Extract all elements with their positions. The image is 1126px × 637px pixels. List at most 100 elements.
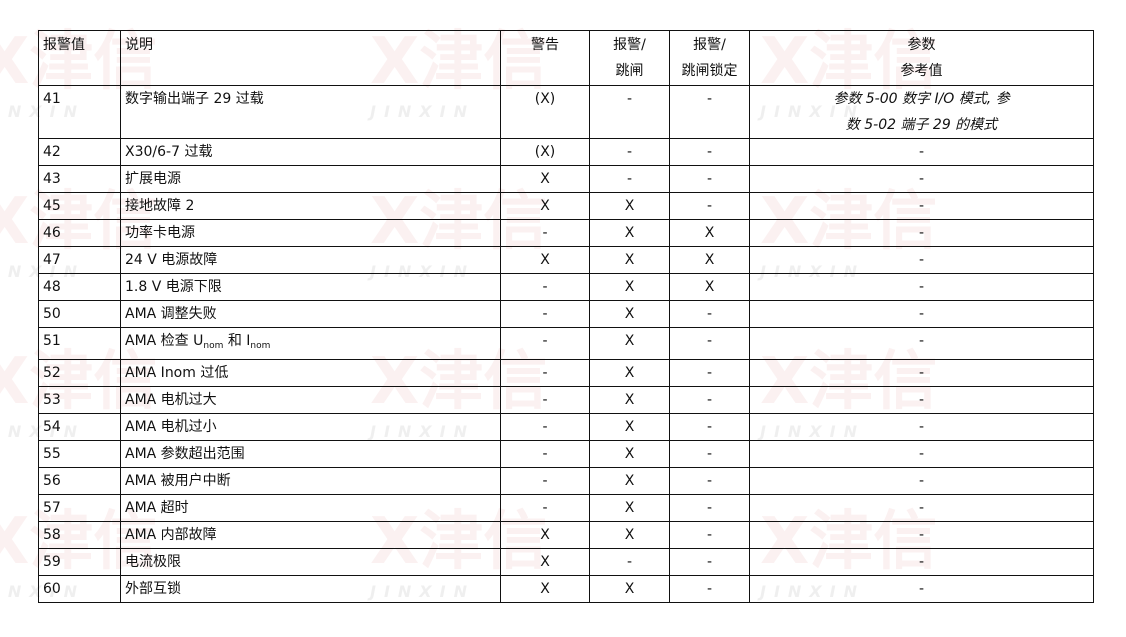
warning-cell: - <box>500 300 590 328</box>
alarm-trip-lock-cell: X <box>669 273 750 301</box>
description-part: 和 I <box>223 333 251 349</box>
description: 接地故障 2 <box>120 192 501 220</box>
alarm-trip-cell: - <box>589 85 670 139</box>
warning-cell: X <box>500 575 590 603</box>
alarm-trip-lock-cell: - <box>669 85 750 139</box>
alarm-trip-lock-cell: - <box>669 548 750 576</box>
alarm-code: 41 <box>38 85 121 139</box>
warning-cell: - <box>500 467 590 495</box>
table-row: 53 AMA 电机过大 - X - - <box>38 386 1094 414</box>
alarm-code: 56 <box>38 467 121 495</box>
table-row: 54 AMA 电机过小 - X - - <box>38 413 1094 441</box>
alarm-code: 60 <box>38 575 121 603</box>
parameter-cell: - <box>749 521 1094 549</box>
alarm-trip-cell: X <box>589 521 670 549</box>
parameter-cell: - <box>749 494 1094 522</box>
alarm-trip-cell: X <box>589 327 670 360</box>
parameter-cell: - <box>749 300 1094 328</box>
description: 功率卡电源 <box>120 219 501 247</box>
parameter-cell: - <box>749 440 1094 468</box>
alarm-code: 48 <box>38 273 121 301</box>
table-row: 51 AMA 检查 Unom 和 Inom - X - - <box>38 327 1094 360</box>
alarm-trip-lock-cell: - <box>669 138 750 166</box>
warning-cell: X <box>500 192 590 220</box>
table-row: 52 AMA Inom 过低 - X - - <box>38 359 1094 387</box>
description: AMA 参数超出范围 <box>120 440 501 468</box>
header-row: 报警值 说明 警告 报警/ 跳闸 报警/ 跳闸锁定 参数 参考值 <box>38 30 1094 86</box>
alarm-trip-cell: X <box>589 494 670 522</box>
alarm-trip-cell: X <box>589 413 670 441</box>
description: 扩展电源 <box>120 165 501 193</box>
parameter-cell: - <box>749 246 1094 274</box>
description: AMA 电机过大 <box>120 386 501 414</box>
parameter-cell: - <box>749 467 1094 495</box>
description-part: nom <box>203 341 224 351</box>
alarm-trip-cell: X <box>589 300 670 328</box>
parameter-cell: - <box>749 386 1094 414</box>
alarm-trip-cell: - <box>589 548 670 576</box>
table-row: 56 AMA 被用户中断 - X - - <box>38 467 1094 495</box>
alarm-trip-cell: X <box>589 192 670 220</box>
alarm-trip-cell: X <box>589 219 670 247</box>
description: AMA 被用户中断 <box>120 467 501 495</box>
header-alarm-trip-lock: 报警/ 跳闸锁定 <box>669 30 750 86</box>
alarm-table: 报警值 说明 警告 报警/ 跳闸 报警/ 跳闸锁定 参数 参考值 41 数字输出端… <box>38 30 1094 603</box>
table-row: 59 电流极限 X - - - <box>38 548 1094 576</box>
alarm-trip-cell: X <box>589 467 670 495</box>
alarm-trip-lock-cell: - <box>669 521 750 549</box>
alarm-code: 51 <box>38 327 121 360</box>
alarm-trip-cell: X <box>589 246 670 274</box>
alarm-code: 47 <box>38 246 121 274</box>
alarm-trip-cell: - <box>589 165 670 193</box>
warning-cell: - <box>500 386 590 414</box>
parameter-cell: - <box>749 359 1094 387</box>
warning-cell: X <box>500 521 590 549</box>
alarm-trip-lock-cell: - <box>669 192 750 220</box>
alarm-trip-cell: X <box>589 273 670 301</box>
description: 电流极限 <box>120 548 501 576</box>
warning-cell: - <box>500 273 590 301</box>
description: X30/6-7 过载 <box>120 138 501 166</box>
alarm-code: 53 <box>38 386 121 414</box>
description: AMA 调整失败 <box>120 300 501 328</box>
header-alarm-trip: 报警/ 跳闸 <box>589 30 670 86</box>
alarm-code: 52 <box>38 359 121 387</box>
header-alarm-code: 报警值 <box>38 30 121 86</box>
alarm-trip-lock-cell: - <box>669 575 750 603</box>
description: AMA 电机过小 <box>120 413 501 441</box>
table-row: 41 数字输出端子 29 过载 (X) - - 参数 5-00 数字 I/O 模式, 参 … <box>38 85 1094 139</box>
warning-cell: X <box>500 548 590 576</box>
table-row: 50 AMA 调整失败 - X - - <box>38 300 1094 328</box>
alarm-trip-lock-cell: - <box>669 413 750 441</box>
alarm-trip-lock-cell: - <box>669 494 750 522</box>
warning-cell: - <box>500 440 590 468</box>
alarm-trip-cell: X <box>589 575 670 603</box>
alarm-code: 58 <box>38 521 121 549</box>
warning-cell: (X) <box>500 138 590 166</box>
table-row: 60 外部互锁 X X - - <box>38 575 1094 603</box>
header-description: 说明 <box>120 30 501 86</box>
alarm-trip-cell: X <box>589 440 670 468</box>
alarm-trip-lock-cell: - <box>669 440 750 468</box>
parameter-cell: - <box>749 575 1094 603</box>
description: 24 V 电源故障 <box>120 246 501 274</box>
alarm-trip-lock-cell: - <box>669 300 750 328</box>
alarm-trip-lock-cell: X <box>669 246 750 274</box>
description: AMA 内部故障 <box>120 521 501 549</box>
alarm-trip-lock-cell: - <box>669 165 750 193</box>
parameter-cell: - <box>749 192 1094 220</box>
alarm-code: 57 <box>38 494 121 522</box>
table-row: 57 AMA 超时 - X - - <box>38 494 1094 522</box>
table-row: 42 X30/6-7 过载 (X) - - - <box>38 138 1094 166</box>
alarm-code: 50 <box>38 300 121 328</box>
header-parameter-ref: 参数 参考值 <box>749 30 1094 86</box>
parameter-cell: - <box>749 273 1094 301</box>
parameter-cell: - <box>749 219 1094 247</box>
header-warning: 警告 <box>500 30 590 86</box>
description-part: nom <box>250 341 271 351</box>
warning-cell: X <box>500 246 590 274</box>
alarm-code: 45 <box>38 192 121 220</box>
warning-cell: X <box>500 165 590 193</box>
alarm-trip-lock-cell: - <box>669 327 750 360</box>
